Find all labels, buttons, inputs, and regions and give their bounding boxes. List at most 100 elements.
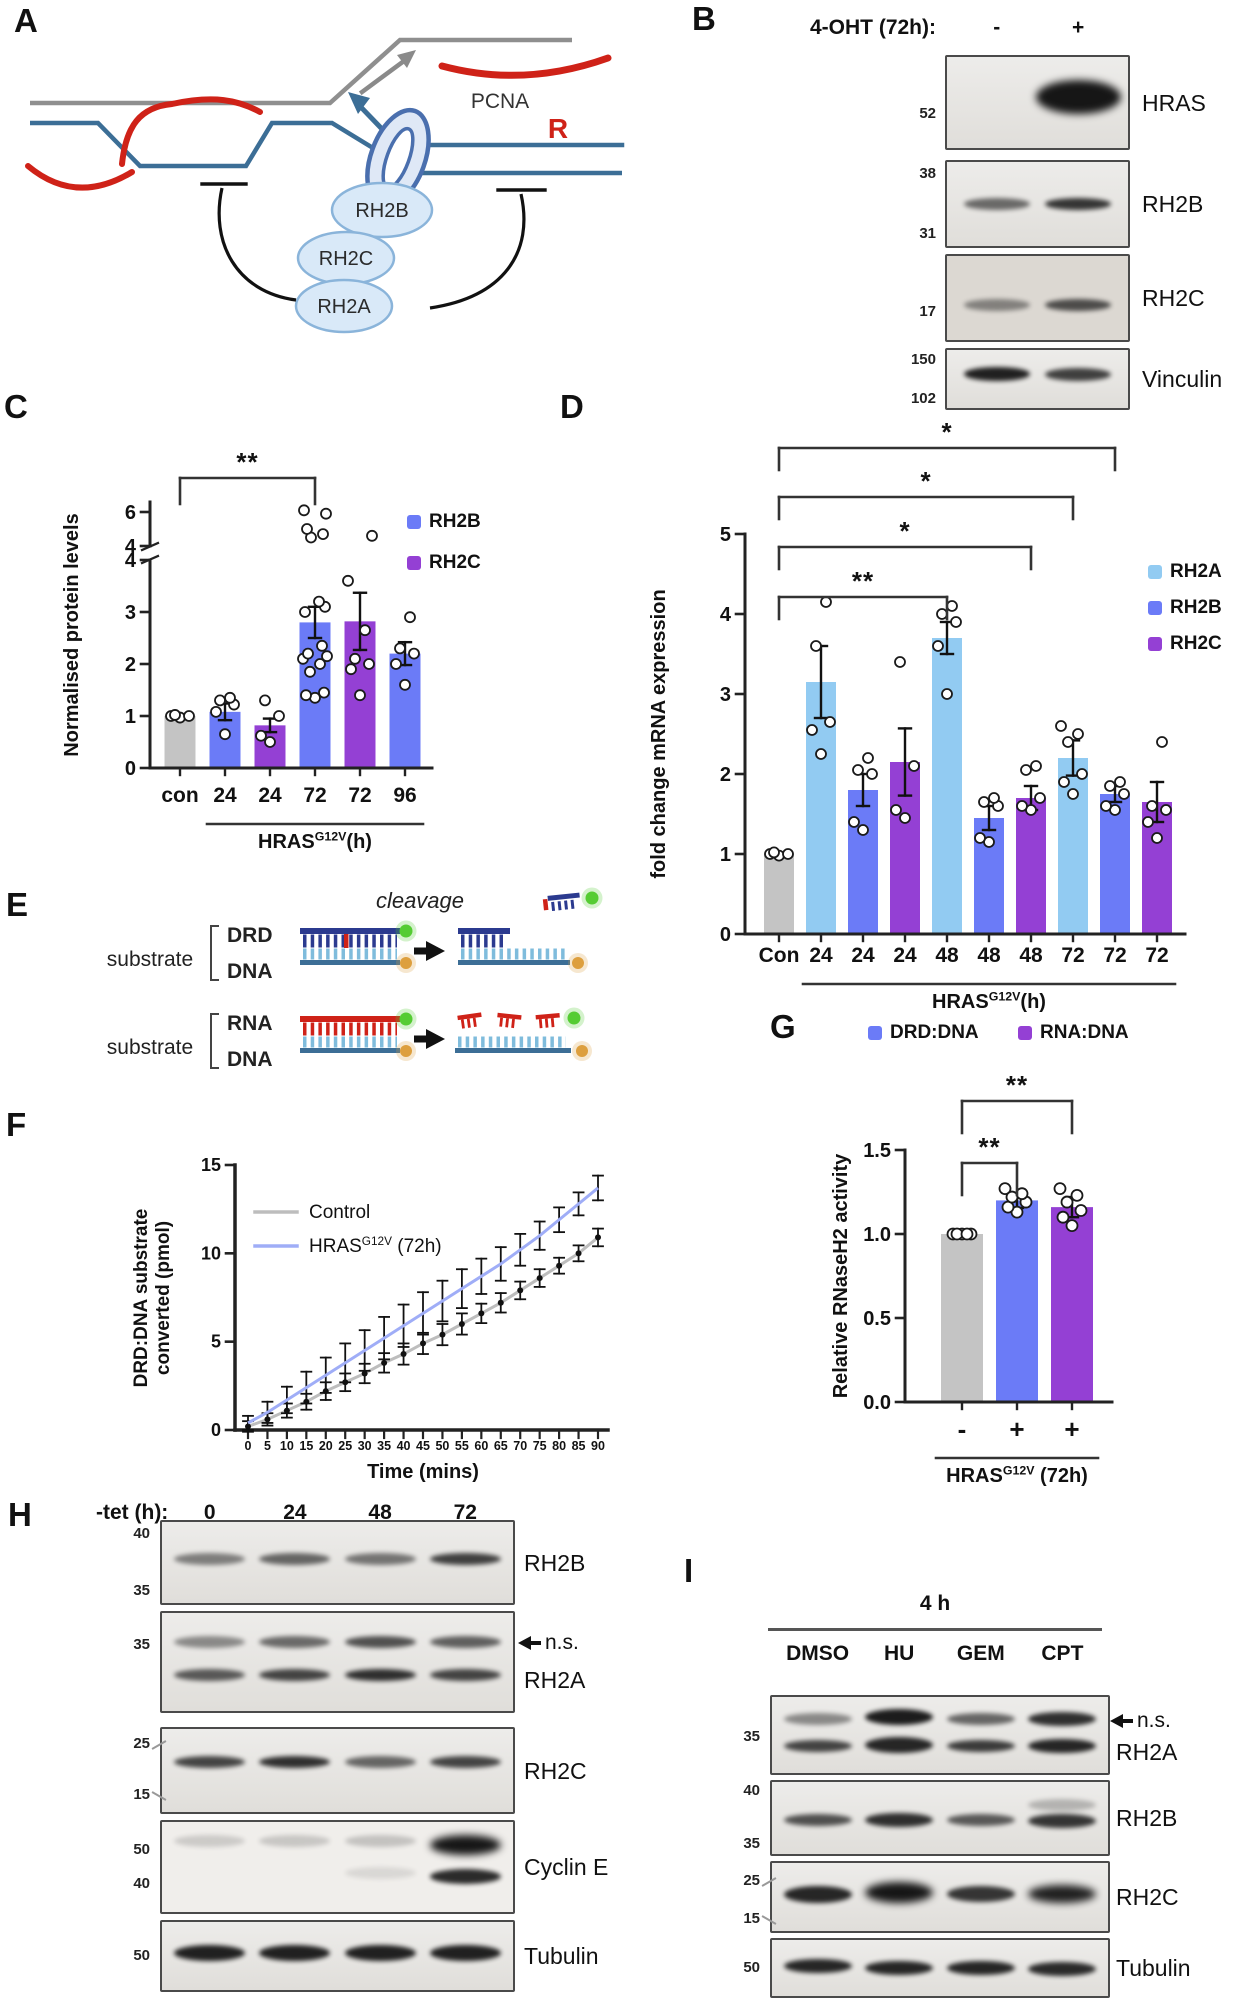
protein-band <box>783 1740 852 1753</box>
blot-target-label: HRAS <box>1142 89 1206 116</box>
y-tick-label: 5 <box>211 1332 221 1352</box>
protein-band <box>963 367 1031 382</box>
cleavage-label: cleavage <box>376 888 464 913</box>
lane-label: DMSO <box>786 1642 850 1665</box>
blot-target-label: Tubulin <box>524 1943 599 1969</box>
y-axis-title: Normalised protein levels <box>61 513 83 756</box>
protein-band <box>429 1669 501 1682</box>
category-label: 24 <box>213 784 237 807</box>
legend-label: Control <box>309 1202 370 1223</box>
mw-marker: 40 <box>133 1874 150 1892</box>
data-point <box>1072 728 1084 740</box>
data-point <box>595 1234 601 1241</box>
blot-target-label: RH2A <box>524 1667 586 1694</box>
label-superscript: G12V <box>989 989 1021 1003</box>
x-axis-title: Time (mins) <box>367 1461 479 1483</box>
protein-band <box>259 1834 331 1847</box>
data-point <box>1074 1204 1088 1217</box>
label-base: HRAS <box>932 991 989 1013</box>
subunit-label: RH2A <box>317 296 371 318</box>
y-tick-label: 0.0 <box>863 1392 891 1414</box>
category-label: 24 <box>893 944 917 967</box>
legend-swatch <box>868 1026 882 1040</box>
quencher-dot <box>576 1045 588 1057</box>
panel-label-c: C <box>4 388 28 425</box>
category-label: Con <box>759 944 800 967</box>
ribonucleotide-base <box>344 934 349 948</box>
bar <box>764 854 794 934</box>
legend-label: DRD:DNA <box>890 1022 979 1043</box>
legend-swatch <box>1148 601 1162 615</box>
data-point <box>1151 832 1163 844</box>
y-tick-label: 5 <box>720 524 731 546</box>
data-point <box>302 647 314 660</box>
strand-label-bottom: DNA <box>227 960 273 983</box>
protein-band <box>174 1669 246 1682</box>
blot-target-label: RH2C <box>1142 285 1205 311</box>
lagging-template-strand <box>30 120 622 176</box>
protein-band <box>946 1886 1015 1903</box>
blot-target-label: RH2C <box>524 1757 587 1784</box>
panel-a-replication-fork-diagram: PCNA R RH2B RH2C RH2A <box>25 37 625 334</box>
data-point <box>820 596 832 608</box>
blot-target-label: RH2C <box>1116 1884 1179 1910</box>
leading-strand-arrow <box>358 54 412 96</box>
mw-marker: 150 <box>910 351 936 369</box>
x-tick-label: 70 <box>513 1439 527 1453</box>
x-tick-label: 60 <box>474 1439 488 1453</box>
cleavage-arrow-stem <box>414 947 426 955</box>
protein-band <box>1028 1712 1097 1726</box>
mw-marker: 35 <box>743 1727 760 1745</box>
fragment-ribonucleotide <box>542 898 549 911</box>
data-point <box>946 600 958 612</box>
data-point <box>318 686 330 699</box>
protein-band <box>1028 1885 1097 1904</box>
lane-label: HU <box>884 1642 915 1665</box>
protein-band <box>259 1669 331 1682</box>
legend-swatch <box>407 556 421 570</box>
blot-target-label: RH2B <box>1142 191 1204 217</box>
data-point <box>1060 1195 1074 1209</box>
label-rest: (72h) <box>392 1236 442 1257</box>
r-loop-label: R <box>548 113 568 144</box>
data-point <box>1062 736 1074 748</box>
data-point <box>381 1359 388 1366</box>
bar <box>1016 798 1046 934</box>
data-point <box>408 647 420 660</box>
mw-marker: 35 <box>133 1582 150 1600</box>
y-tick-label: 3 <box>125 602 136 624</box>
category-label: + <box>1064 1414 1079 1444</box>
fluorophore-dot <box>399 924 413 938</box>
released-fragment <box>542 892 580 912</box>
drd-strand <box>300 928 400 934</box>
data-point <box>404 611 416 624</box>
data-point <box>259 694 271 707</box>
panel-label-f: F <box>6 1106 27 1143</box>
cleavage-arrow <box>426 1029 445 1049</box>
data-point <box>806 724 818 736</box>
legend-label: RH2B <box>1170 597 1222 618</box>
subunit-label: RH2C <box>319 248 373 270</box>
significance-stars: * <box>899 516 910 546</box>
substrate-brace <box>210 925 219 981</box>
protein-band <box>783 1813 852 1826</box>
left-arrow-stem <box>530 1640 541 1645</box>
lane-label: 72 <box>453 1501 477 1524</box>
rna-strand <box>300 1016 400 1022</box>
data-point <box>899 812 911 824</box>
blot-target-label: Vinculin <box>1142 366 1223 392</box>
rna-fragment-teeth <box>460 1017 480 1029</box>
protein-band <box>259 1755 331 1768</box>
legend-swatch <box>407 515 421 529</box>
data-point <box>517 1287 524 1294</box>
data-point <box>361 1370 368 1377</box>
protein-band <box>174 1834 246 1847</box>
data-point <box>950 616 962 628</box>
data-point <box>1114 776 1126 788</box>
category-label: 72 <box>348 784 371 807</box>
cleavage-arrow-stem <box>414 1035 426 1043</box>
panel-g-rnaseh2-activity-chart: 0.0 0.5 1.0 1.5 - + + HRASG12V (72h) Relative RN… <box>830 1022 1129 1487</box>
substrate-label: substrate <box>107 1036 193 1059</box>
